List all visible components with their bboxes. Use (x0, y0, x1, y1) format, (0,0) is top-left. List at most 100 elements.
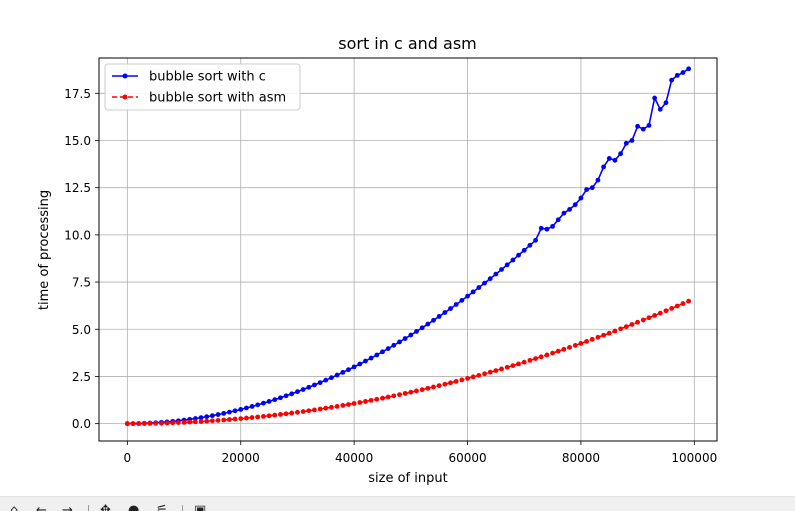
data-point-c (312, 382, 317, 388)
data-point-asm (431, 384, 436, 390)
data-point-asm (306, 408, 312, 414)
data-point-c (215, 412, 221, 417)
y-tick-label: 5.0 (72, 323, 91, 337)
data-point-asm (192, 419, 198, 425)
data-point-asm (215, 418, 221, 423)
y-tick-label: 12.5 (64, 181, 91, 195)
y-tick-label: 0.0 (72, 417, 91, 431)
data-point-asm (204, 418, 210, 424)
configure-icon[interactable]: ⚟ (156, 503, 168, 511)
data-point-c (397, 339, 402, 345)
data-point-c (686, 66, 692, 72)
data-point-c (278, 395, 283, 401)
data-point-c (363, 358, 368, 364)
back-icon[interactable]: ← (36, 503, 47, 511)
toolbar-separator (88, 505, 89, 511)
data-point-c (669, 77, 675, 83)
y-tick-label: 15.0 (64, 134, 91, 148)
data-point-c (555, 217, 561, 223)
legend-marker-asm (122, 94, 128, 100)
y-tick-label: 7.5 (72, 276, 91, 290)
toolbar-separator (182, 505, 183, 511)
data-point-asm (272, 412, 278, 418)
data-point-asm (584, 339, 589, 344)
data-point-asm (351, 401, 357, 406)
data-point-c (255, 402, 261, 408)
data-point-asm (209, 418, 215, 424)
save-icon[interactable]: ▣ (194, 503, 207, 511)
data-point-c (391, 342, 397, 348)
data-point-asm (544, 352, 550, 358)
data-point-asm (538, 354, 544, 360)
data-point-asm (623, 324, 629, 330)
data-point-asm (255, 414, 261, 420)
data-point-c (465, 293, 470, 299)
data-point-c (572, 202, 578, 208)
data-point-c (283, 393, 289, 399)
data-point-c (221, 410, 227, 416)
series-line-c (127, 68, 690, 425)
data-point-asm (408, 389, 414, 395)
x-tick-label: 100000 (671, 451, 717, 465)
data-point-c (232, 408, 238, 414)
data-point-asm (170, 420, 176, 426)
data-point-asm (453, 378, 459, 384)
data-point-asm (595, 334, 601, 340)
y-tick-label: 17.5 (64, 87, 91, 101)
gridlines (99, 58, 717, 441)
navigation-toolbar: ⌂ ← → ✥ ● ⚟ ▣ (0, 496, 795, 511)
data-point-asm (244, 415, 249, 421)
data-point-c (346, 367, 351, 373)
home-icon[interactable]: ⌂ (10, 503, 19, 511)
data-point-c (357, 361, 363, 367)
data-point-c (533, 237, 538, 243)
legend-label-asm: bubble sort with asm (149, 91, 286, 106)
ticks: 0 20000 40000 60000 80000 100000 0.0 2.5 5.0 7.5 1… (64, 87, 717, 465)
data-point-c (198, 415, 204, 421)
data-point-asm (448, 380, 453, 386)
figure: sort in c and asm 0 20000 40000 60000 80000 1… (37, 34, 718, 486)
data-point-asm (663, 308, 669, 314)
data-point-c (289, 391, 295, 397)
data-point-asm (567, 344, 572, 350)
data-point-c (635, 123, 641, 129)
data-point-asm (187, 419, 193, 425)
data-point-asm (533, 356, 538, 361)
data-point-c (612, 157, 618, 163)
data-point-asm (527, 357, 533, 363)
data-point-c (544, 226, 550, 232)
series-line-asm (127, 300, 689, 425)
data-point-c (646, 122, 652, 128)
data-point-asm (646, 315, 652, 321)
data-point-asm (278, 412, 283, 417)
data-point-c (295, 389, 300, 395)
data-point-asm (130, 421, 136, 427)
data-point-asm (266, 413, 272, 419)
data-point-asm (652, 313, 658, 318)
data-point-c (272, 397, 278, 403)
zoom-icon[interactable]: ● (128, 503, 140, 511)
data-point-asm (487, 369, 493, 375)
data-point-c (476, 285, 482, 290)
data-point-c (561, 210, 567, 216)
data-point-c (629, 138, 635, 143)
data-point-asm (499, 366, 504, 372)
legend-label-c: bubble sort with c (149, 70, 266, 85)
data-point-c (482, 280, 487, 286)
forward-icon[interactable]: → (62, 503, 73, 511)
data-point-asm (329, 404, 334, 410)
data-point-asm (635, 319, 641, 325)
data-point-asm (414, 388, 419, 394)
data-point-asm (504, 364, 510, 370)
data-point-asm (521, 359, 527, 365)
data-point-c (487, 276, 493, 282)
data-point-c (419, 325, 425, 331)
data-point-asm (312, 407, 317, 413)
x-tick-label: 80000 (562, 451, 600, 465)
data-point-asm (669, 305, 675, 311)
data-point-asm (147, 421, 153, 426)
data-point-asm (561, 346, 567, 352)
y-axis-label: time of processing (37, 190, 52, 310)
data-point-c (266, 399, 272, 404)
pan-icon[interactable]: ✥ (100, 503, 111, 511)
